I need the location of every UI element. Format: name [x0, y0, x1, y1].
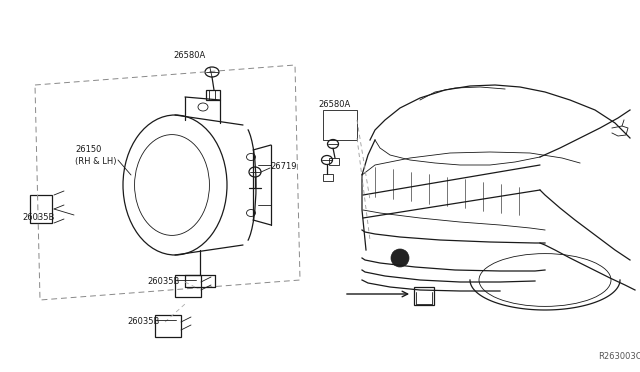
Text: (RH & LH): (RH & LH)	[75, 157, 116, 166]
Circle shape	[391, 249, 409, 267]
Text: 26580A: 26580A	[318, 100, 350, 109]
Text: R263003C: R263003C	[598, 352, 640, 361]
Text: 26035B: 26035B	[22, 213, 54, 222]
Text: 26150: 26150	[75, 145, 101, 154]
Text: 26580A: 26580A	[174, 51, 206, 60]
Bar	[323, 174, 333, 181]
Text: 26719: 26719	[270, 162, 296, 171]
Bar	[155, 315, 181, 337]
Text: 26035B: 26035B	[127, 317, 159, 326]
Bar	[329, 158, 339, 165]
Bar	[323, 110, 357, 140]
Bar	[30, 195, 52, 223]
Bar	[206, 90, 220, 100]
Bar	[175, 275, 201, 297]
Bar	[414, 287, 434, 305]
Text: 26035B: 26035B	[147, 277, 179, 286]
